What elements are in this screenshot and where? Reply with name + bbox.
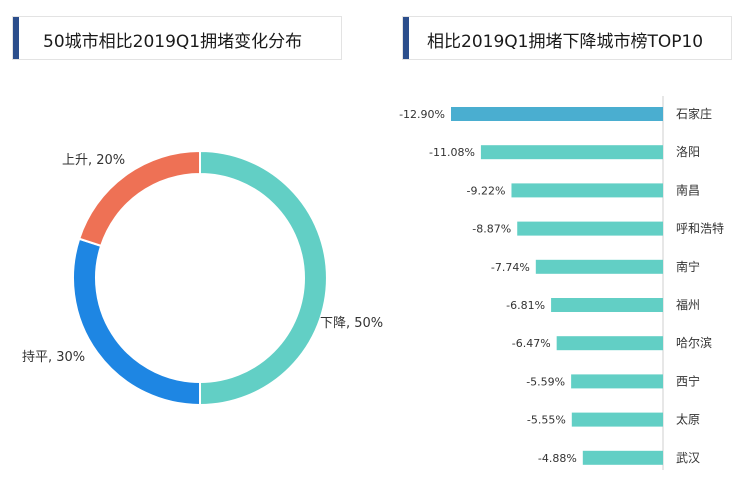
bar-9 bbox=[582, 450, 663, 465]
donut-chart: 下降, 50% 持平, 30% 上升, 20% bbox=[22, 149, 383, 407]
bar-category-label-0: 石家庄 bbox=[676, 106, 712, 121]
bar-value-label-5: -6.81% bbox=[506, 299, 545, 312]
bar-category-label-2: 南昌 bbox=[676, 182, 700, 197]
donut-slice-label-2: 上升, 20% bbox=[62, 153, 125, 168]
donut-slice-1 bbox=[72, 237, 201, 407]
donut-slice-2 bbox=[77, 149, 201, 248]
donut-slice-label-1: 持平, 30% bbox=[22, 350, 85, 365]
bar-category-label-3: 呼和浩特 bbox=[676, 221, 724, 236]
bar-8 bbox=[571, 412, 663, 427]
donut-slice-0 bbox=[199, 149, 328, 407]
bar-value-label-4: -7.74% bbox=[491, 261, 530, 274]
bar-category-label-5: 福州 bbox=[676, 297, 700, 312]
bar-category-label-7: 西宁 bbox=[676, 373, 700, 388]
bar-5 bbox=[551, 298, 663, 312]
bar-value-label-6: -6.47% bbox=[512, 337, 551, 350]
donut-chart-header: 50城市相比2019Q1拥堵变化分布 bbox=[12, 16, 342, 60]
bar-value-label-0: -12.90% bbox=[399, 108, 445, 121]
bar-4 bbox=[535, 259, 663, 274]
bar-6 bbox=[556, 336, 663, 351]
header-accent-bar bbox=[13, 17, 19, 59]
bar-value-label-8: -5.55% bbox=[527, 414, 566, 427]
bar-value-label-2: -9.22% bbox=[467, 184, 506, 197]
bar-7 bbox=[571, 374, 663, 389]
bar-category-label-8: 太原 bbox=[676, 412, 700, 427]
bar-category-label-9: 武汉 bbox=[676, 451, 700, 465]
bar-3 bbox=[517, 221, 663, 236]
donut-chart-title: 50城市相比2019Q1拥堵变化分布 bbox=[43, 32, 303, 52]
bar-category-label-1: 洛阳 bbox=[676, 144, 700, 159]
donut-slice-label-0: 下降, 50% bbox=[320, 316, 383, 331]
bar-1 bbox=[480, 145, 663, 160]
bar-value-label-7: -5.59% bbox=[526, 375, 565, 388]
bar-0 bbox=[451, 107, 663, 121]
bar-chart-title: 相比2019Q1拥堵下降城市榜TOP10 bbox=[427, 32, 704, 52]
bar-category-label-6: 哈尔滨 bbox=[676, 335, 712, 350]
bar-value-label-1: -11.08% bbox=[429, 146, 475, 159]
bar-chart: -12.90% 石家庄 -11.08% 洛阳 -9.22% 南昌 -8.87% 呼和浩特 -7.… bbox=[399, 96, 724, 470]
bar-category-label-4: 南宁 bbox=[676, 259, 700, 274]
header-accent-bar bbox=[403, 17, 409, 59]
bar-2 bbox=[511, 183, 663, 198]
bar-chart-header: 相比2019Q1拥堵下降城市榜TOP10 bbox=[402, 16, 732, 60]
bar-value-label-3: -8.87% bbox=[472, 223, 511, 236]
bar-value-label-9: -4.88% bbox=[538, 452, 577, 465]
